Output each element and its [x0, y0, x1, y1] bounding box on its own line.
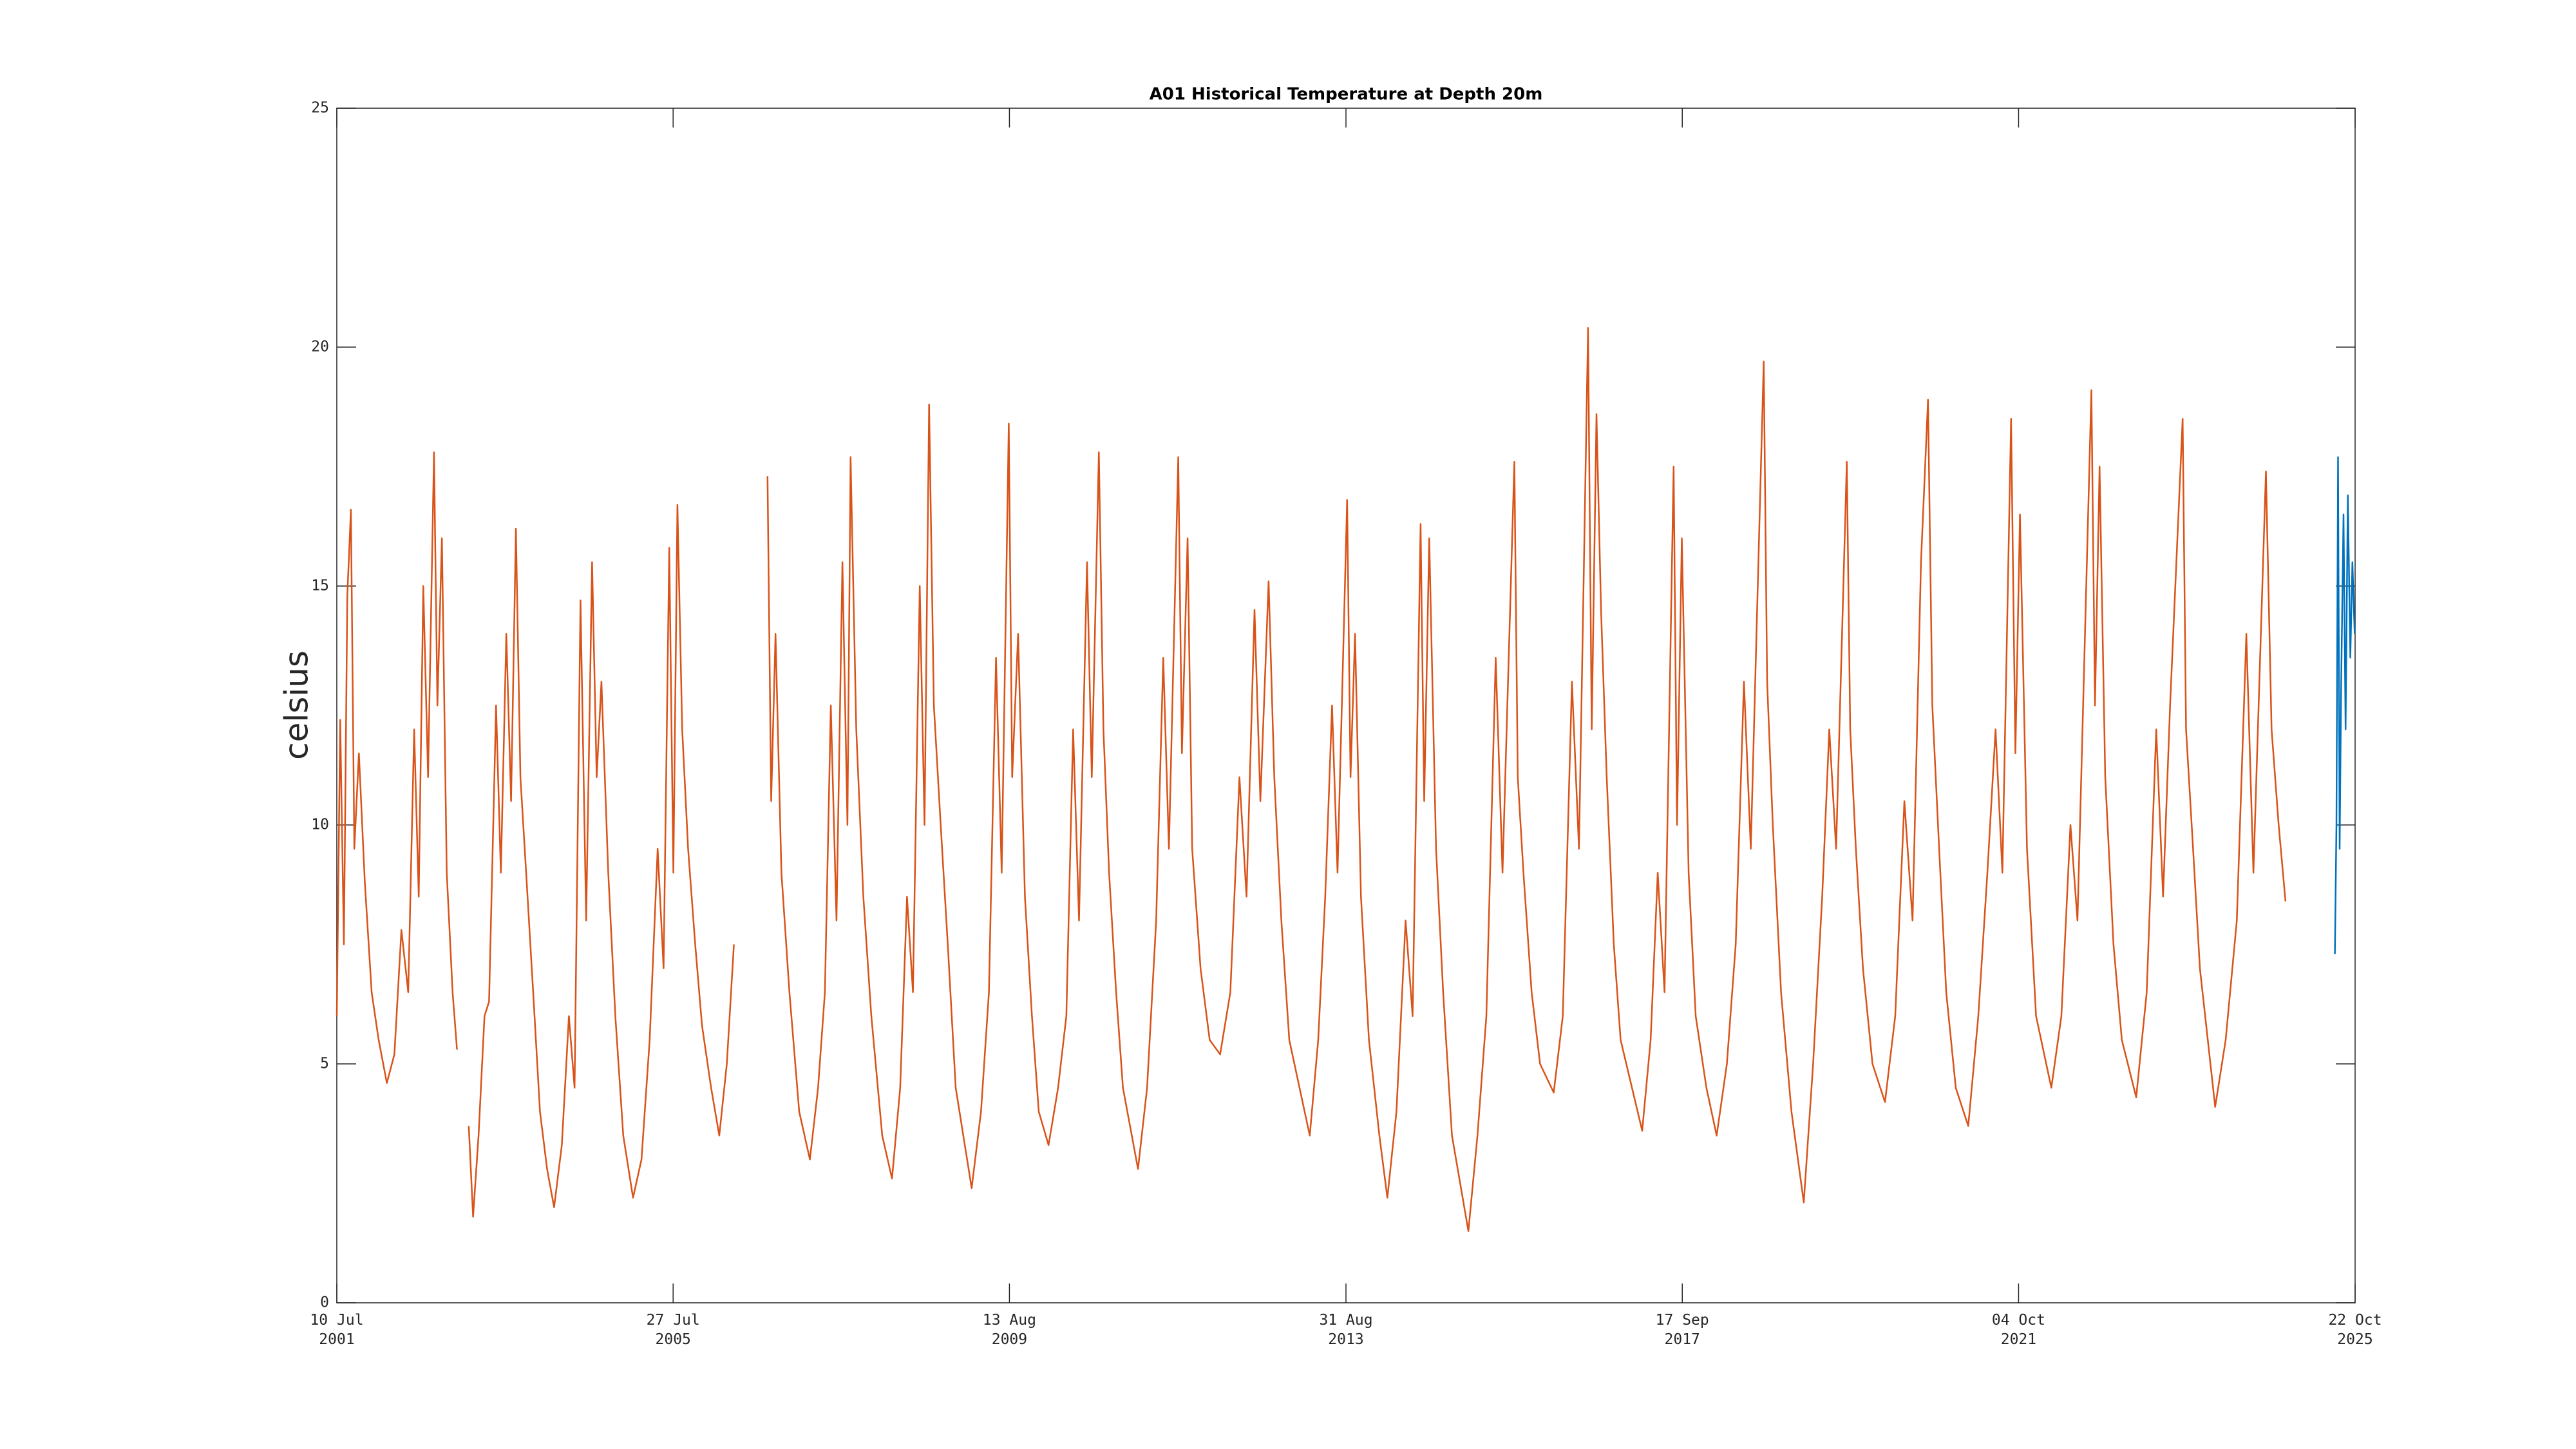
y-tick-label: 20	[311, 339, 329, 355]
x-tick-label: 04 Oct 2021	[1991, 1312, 2045, 1348]
x-tick-label: 10 Jul 2001	[310, 1312, 364, 1348]
plot-area	[336, 108, 2356, 1303]
y-tick-label: 5	[320, 1056, 329, 1072]
x-tick-label: 13 Aug 2009	[982, 1312, 1036, 1348]
y-tick-label: 15	[311, 578, 329, 594]
x-tick-label: 31 Aug 2013	[1319, 1312, 1373, 1348]
x-tick-label: 17 Sep 2017	[1655, 1312, 1709, 1348]
series-line	[2334, 456, 2356, 954]
x-tick-label: 22 Oct 2025	[2328, 1312, 2382, 1348]
y-tick-label: 10	[311, 817, 329, 833]
x-tick-label: 27 Jul 2005	[646, 1312, 700, 1348]
y-tick-label: 25	[311, 100, 329, 117]
y-axis-label: celsius	[278, 650, 316, 760]
chart-title: A01 Historical Temperature at Depth 20m	[1150, 85, 1543, 104]
series-line	[336, 327, 2287, 1232]
y-tick-label: 0	[320, 1294, 329, 1311]
